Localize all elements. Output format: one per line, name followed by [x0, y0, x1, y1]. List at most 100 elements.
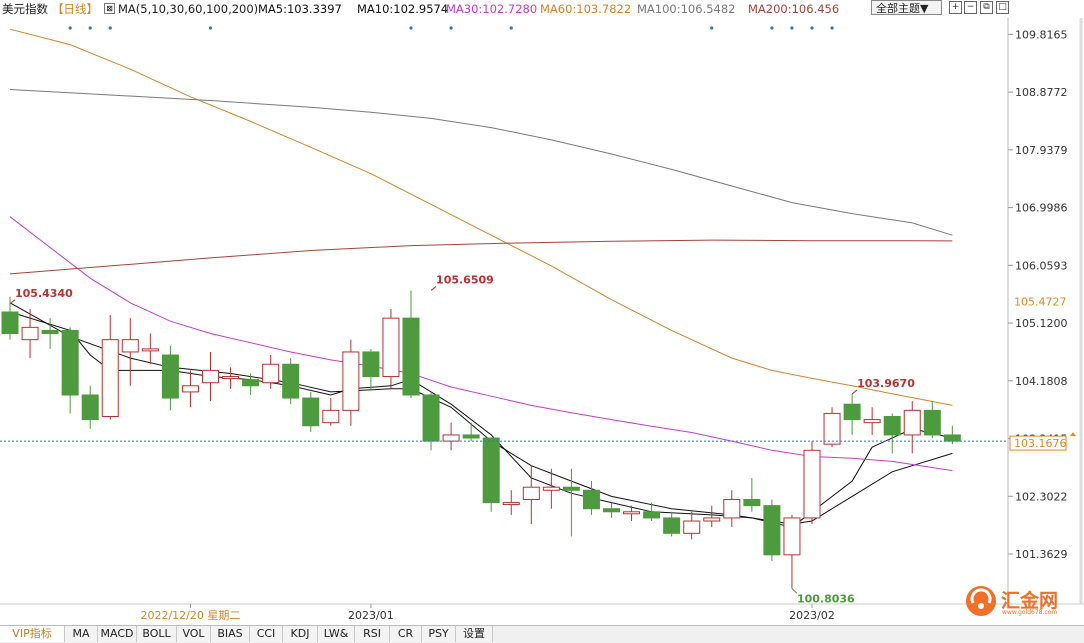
candle-body	[402, 317, 420, 396]
tab-vol[interactable]: VOL	[177, 626, 211, 642]
last-price-box	[1009, 435, 1067, 451]
candle-body	[863, 419, 881, 424]
logo-url: www.gold678.com	[1002, 609, 1058, 616]
candle-body	[743, 498, 761, 507]
annotation-pointer	[430, 286, 437, 291]
candle-body	[382, 317, 400, 378]
candle-body	[663, 517, 681, 534]
tab-cci[interactable]: CCI	[250, 626, 283, 642]
event-dot	[88, 26, 92, 30]
candle-body	[282, 363, 300, 399]
price-axis: 109.8165 108.8772 107.9379 106.9986 106.0593…	[1008, 28, 1068, 561]
grid-remove-icon[interactable]: −	[964, 1, 977, 14]
price-tag-label: 105.4727	[1014, 295, 1067, 308]
tab-vip[interactable]: VIP指标	[0, 626, 65, 642]
annotation-label: 105.4340	[15, 287, 73, 300]
candle-body	[723, 498, 741, 519]
tab-settings[interactable]: 设置	[456, 626, 493, 642]
indicator-header: 美元指数 【日线】 ⊠ MA(5,10,30,60,100,200) MA5:1…	[0, 0, 1084, 18]
indicator-tab-bar: VIP指标 MA MACD BOLL VOL BIAS CCI KDJ LW& …	[0, 625, 1084, 643]
tab-ma[interactable]: MA	[65, 626, 98, 642]
candle-body	[81, 394, 99, 421]
candle-body	[582, 489, 600, 510]
candle-body	[923, 409, 941, 436]
series-line-ma60	[9, 28, 953, 406]
candle-body	[442, 434, 460, 442]
ma200-value: MA200:106.456	[748, 2, 840, 16]
candle-body	[121, 339, 139, 353]
candle-body	[482, 437, 500, 504]
restore-icon[interactable]: ⧉	[980, 1, 993, 14]
annotation-label: 105.6509	[436, 273, 494, 286]
tab-lw[interactable]: LW&	[318, 626, 355, 642]
event-dot	[409, 26, 413, 30]
candle-body	[943, 434, 961, 442]
tab-kdj[interactable]: KDJ	[283, 626, 318, 642]
chart-background	[0, 0, 1084, 625]
ma-params: MA(5,10,30,60,100,200)	[118, 2, 259, 16]
candle-body	[502, 502, 520, 506]
tab-bias[interactable]: BIAS	[211, 626, 250, 642]
tab-boll[interactable]: BOLL	[137, 626, 177, 642]
candle-body	[262, 363, 280, 384]
candle-body	[61, 329, 79, 396]
event-dot	[830, 26, 834, 30]
candlestick-chart[interactable]: 109.8165 108.8772 107.9379 106.9986 106.0593…	[0, 0, 1084, 625]
candle-body	[302, 397, 320, 427]
price-tick-label: 106.0593	[1015, 259, 1068, 272]
logo-graphic	[966, 586, 996, 616]
annotation-label: 103.9670	[857, 377, 915, 390]
candles	[1, 290, 961, 589]
annotation-pointer	[851, 389, 858, 395]
price-tick-label: 104.1808	[1015, 375, 1068, 388]
candle-body	[883, 416, 901, 436]
candle-body	[161, 354, 179, 399]
time-tick-label: 2022/12/20 星期二	[140, 609, 240, 622]
series-line-ma30	[9, 216, 953, 472]
maximize-icon[interactable]: □	[996, 1, 1009, 14]
candle-body	[342, 351, 360, 411]
event-dot	[208, 26, 213, 30]
price-up-arrow-icon	[1070, 432, 1076, 437]
theme-dropdown[interactable]: 全部主题▼	[871, 0, 942, 15]
ma-settings-icon[interactable]: ⊠	[104, 3, 115, 14]
ma5-value: MA5:103.3397	[258, 2, 342, 16]
price-tick-label: 106.9986	[1015, 202, 1068, 215]
tab-macd[interactable]: MACD	[98, 626, 137, 642]
candle-body	[181, 385, 199, 393]
event-dot	[68, 26, 72, 30]
series-line-ma100	[9, 89, 953, 236]
price-annotations: 105.4340 105.6509 103.9670 100.8036	[9, 273, 915, 605]
time-axis: 2022/12/20 星期二 2023/01 2023/02	[140, 604, 835, 622]
candle-body	[763, 505, 781, 556]
candle-body	[542, 486, 560, 491]
annotation-label: 100.8036	[797, 592, 855, 605]
ma100-value: MA100:106.5482	[637, 2, 736, 16]
event-dot	[770, 26, 774, 30]
candle-body	[141, 348, 159, 352]
candle-body	[903, 409, 921, 436]
candle-body	[222, 376, 240, 380]
series-line-ma200	[9, 239, 953, 275]
candle-body	[843, 403, 861, 421]
tab-psy[interactable]: PSY	[422, 626, 456, 642]
period-label[interactable]: 【日线】	[52, 2, 98, 16]
tab-rsi[interactable]: RSI	[355, 626, 390, 642]
candle-body	[422, 394, 440, 442]
candle-body	[41, 329, 59, 335]
event-markers	[68, 26, 834, 30]
grid-add-icon[interactable]: +	[949, 1, 962, 14]
candle-body	[21, 326, 39, 341]
tab-cr[interactable]: CR	[390, 626, 422, 642]
candle-body	[362, 351, 380, 378]
candle-body	[101, 339, 119, 418]
event-dot	[509, 26, 513, 30]
time-tick-label: 2023/02	[789, 609, 835, 622]
candle-body	[1, 311, 19, 335]
event-dot	[710, 26, 714, 30]
event-dot	[108, 26, 112, 30]
ma10-value: MA10:102.9574	[357, 2, 449, 16]
candle-body	[783, 517, 801, 556]
price-tick-label: 109.8165	[1015, 28, 1068, 41]
crosshair: 105.4727 103.1676	[0, 295, 1076, 451]
